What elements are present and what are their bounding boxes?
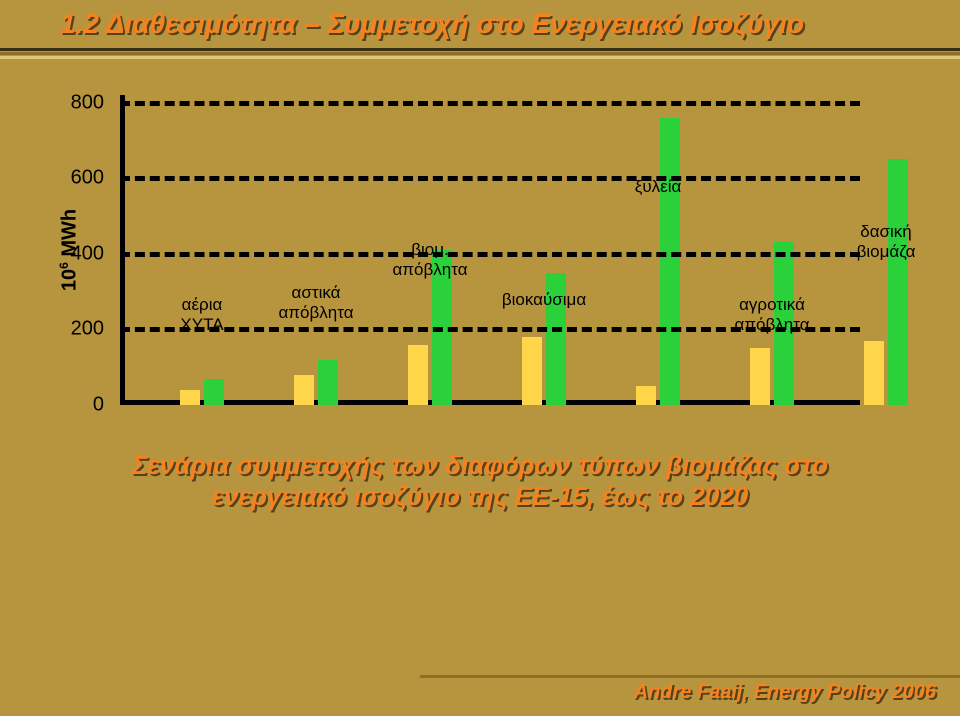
bar-wood-1 xyxy=(660,118,680,405)
bar-wood-0 xyxy=(636,386,656,405)
y-tick-label: 800 xyxy=(71,91,104,114)
title-text: 1.2 Διαθεσιμότητα – Συμμετοχή στο Ενεργε… xyxy=(60,8,804,39)
category-label-forest-biomass: δασικήβιομάζα xyxy=(857,222,916,261)
plot-area: 0200400600800αέριαΧΥΤΑαστικάαπόβληταβιομ… xyxy=(120,95,860,405)
category-label-landfill-gas: αέριαΧΥΤΑ xyxy=(180,295,223,334)
y-tick-label: 0 xyxy=(93,394,104,417)
slide-title: 1.2 Διαθεσιμότητα – Συμμετοχή στο Ενεργε… xyxy=(60,8,804,40)
bar-biofuels-0 xyxy=(522,337,542,405)
source-text: Andre Faaij, Energy Policy 2006 xyxy=(634,681,936,703)
y-tick-label: 400 xyxy=(71,242,104,265)
source: Andre Faaij, Energy Policy 2006 Andre Fa… xyxy=(634,681,936,704)
underline-1 xyxy=(0,48,960,51)
chart: 106 MWh 0200400600800αέριαΧΥΤΑαστικάαπόβ… xyxy=(120,95,860,405)
source-underline xyxy=(420,675,960,678)
category-label-biofuels: βιοκαύσιμα xyxy=(502,290,586,310)
underline-3 xyxy=(0,56,960,59)
caption-line: ενεργειακό ισοζύγιο της ΕΕ-15, έως το 20… xyxy=(0,481,960,512)
bar-urban-waste-1 xyxy=(318,360,338,405)
bar-urban-waste-0 xyxy=(294,375,314,405)
slide: 1.2 Διαθεσιμότητα – Συμμετοχή στο Ενεργε… xyxy=(0,0,960,716)
caption: Σενάρια συμμετοχής των διαφόρων τύπων βι… xyxy=(0,450,960,512)
gridline xyxy=(120,176,860,181)
category-label-wood: ξυλεία xyxy=(635,177,682,197)
bars-layer xyxy=(120,95,860,405)
gridline xyxy=(120,101,860,106)
bar-landfill-gas-1 xyxy=(204,379,224,405)
bar-forest-biomass-1 xyxy=(888,159,908,405)
bar-agri-waste-0 xyxy=(750,348,770,405)
category-label-bio-waste: βιομ.απόβλητα xyxy=(392,240,467,279)
bar-landfill-gas-0 xyxy=(180,390,200,405)
category-label-agri-waste: αγροτικάαπόβλητα xyxy=(734,295,809,334)
caption-line: Σενάρια συμμετοχής των διαφόρων τύπων βι… xyxy=(0,450,960,481)
category-label-urban-waste: αστικάαπόβλητα xyxy=(278,283,353,322)
gridline xyxy=(120,252,860,257)
underline-2 xyxy=(0,52,960,55)
bar-forest-biomass-0 xyxy=(864,341,884,405)
y-tick-label: 200 xyxy=(71,318,104,341)
y-tick-label: 600 xyxy=(71,167,104,190)
bar-bio-waste-0 xyxy=(408,345,428,405)
